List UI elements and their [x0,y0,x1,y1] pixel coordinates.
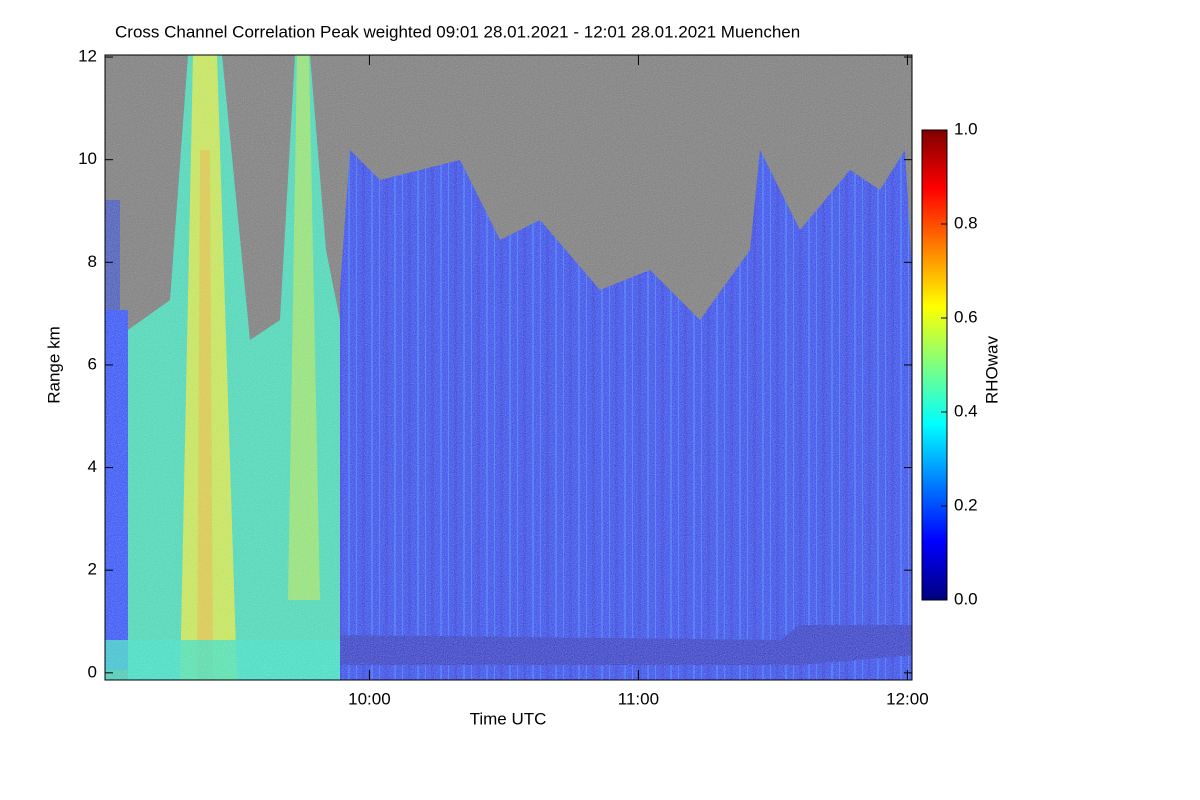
colorbar-label: RHOwav [982,335,1001,404]
y-tick-label: 6 [88,354,97,373]
plot-frame [104,54,913,681]
y-tick-label: 2 [88,560,97,579]
colorbar-tick-label: 0.0 [954,589,978,608]
heatmap-image [105,55,912,680]
y-tick-label: 10 [78,149,97,168]
x-axis-label: Time UTC [470,709,547,728]
colorbar-tick-label: 0.8 [954,213,978,232]
chart-title: Cross Channel Correlation Peak weighted … [115,22,800,41]
y-tick-label: 8 [88,252,97,271]
colorbar [921,129,948,601]
x-tick-label: 12:00 [886,689,929,708]
colorbar-tick-label: 0.2 [954,495,978,514]
y-tick-label: 0 [88,662,97,681]
x-tick-label: 11:00 [618,689,659,708]
x-tick-label: 10:00 [348,689,391,708]
y-axis-label: Range km [44,326,63,403]
colorbar-tick-label: 0.4 [954,401,978,420]
colorbar-tick-label: 0.6 [954,307,978,326]
colorbar-tick-label: 1.0 [954,119,978,138]
y-tick-label: 4 [88,457,97,476]
y-tick-label: 12 [78,47,97,66]
